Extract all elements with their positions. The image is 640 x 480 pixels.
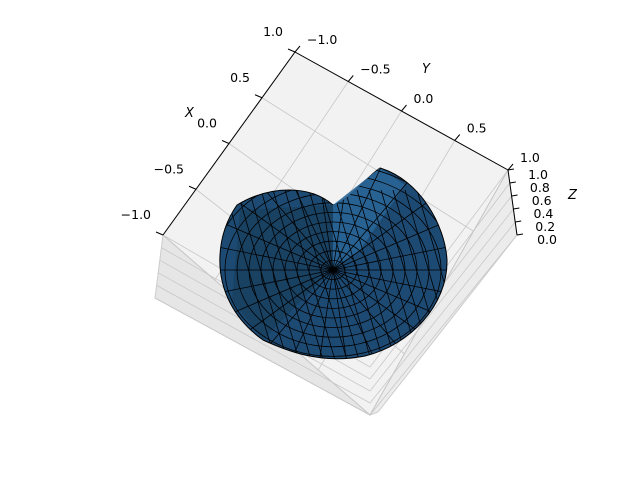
grid-line-z	[154, 297, 371, 416]
y-tick	[507, 163, 514, 171]
y-axis-label: Y	[422, 62, 431, 77]
mesh-edge	[368, 189, 420, 359]
y-tick-label: 1.0	[520, 150, 540, 165]
x-tick	[188, 185, 197, 190]
x-axis-label: X	[184, 106, 195, 121]
surface-inner-face	[333, 168, 405, 268]
z-tick-label: 0.6	[532, 193, 552, 208]
x-tick-label: −0.5	[154, 161, 184, 176]
z-tick	[513, 207, 520, 210]
z-tick	[511, 194, 518, 197]
y-tick	[401, 104, 407, 112]
y-tick	[294, 45, 301, 53]
mesh-edge	[248, 189, 300, 359]
mesh-edge	[356, 189, 408, 359]
x-tick	[221, 140, 230, 144]
mesh-edge	[241, 269, 334, 359]
x-tick	[155, 231, 164, 236]
mesh-edge	[332, 269, 353, 359]
y-tick-label: −0.5	[360, 62, 390, 77]
mesh-edge	[224, 189, 276, 359]
mesh-edge	[332, 168, 391, 271]
x-tick	[254, 94, 263, 99]
mesh-edge	[284, 189, 336, 359]
z-tick	[516, 233, 524, 236]
mesh-edge	[219, 269, 334, 331]
z-tick	[515, 220, 522, 223]
z-tick-label: 0.2	[535, 219, 555, 234]
mesh-edge	[332, 209, 448, 271]
z-tick	[509, 181, 516, 184]
mesh-ring	[272, 221, 394, 319]
x-tick-label: −1.0	[121, 207, 151, 222]
mesh-ring	[296, 240, 370, 300]
grid-line-x	[261, 97, 474, 232]
mesh-ring	[260, 211, 406, 328]
mesh-edge	[313, 168, 334, 271]
mesh-edge	[260, 189, 312, 359]
mesh-edge	[332, 269, 448, 302]
z-tick	[507, 168, 515, 171]
tick-labels: −1.0−0.50.00.51.0−1.0−0.50.00.51.00.00.2…	[121, 24, 557, 247]
z-tick-label: 0.0	[537, 232, 557, 247]
mesh-edge	[332, 269, 448, 331]
y-tick	[454, 134, 461, 141]
grid-line-z	[156, 285, 371, 404]
mesh-edge	[332, 269, 391, 359]
z-tick-label: 0.8	[530, 180, 550, 195]
mesh-ring	[308, 250, 358, 290]
mesh-edge	[332, 269, 425, 359]
mesh-edge	[219, 209, 334, 271]
mesh-edge	[344, 189, 396, 359]
mesh-edge	[332, 238, 448, 271]
y-tick-label: −1.0	[307, 32, 337, 47]
grid-line-z	[369, 221, 516, 404]
grid-line-z	[369, 234, 518, 416]
mesh-edge	[296, 189, 348, 359]
mesh-ring	[320, 259, 346, 280]
z-axis-label: Z	[567, 188, 578, 203]
mesh-edge	[275, 269, 334, 359]
grid-line-z	[369, 208, 514, 392]
x-tick	[287, 48, 296, 53]
mesh-edge	[320, 189, 372, 359]
mesh-edge	[272, 189, 324, 359]
mesh-edge	[313, 269, 334, 359]
mesh-edge	[236, 189, 288, 359]
z-tick-label: 0.4	[534, 206, 554, 221]
y-tick-label: 0.5	[467, 121, 487, 136]
y-tick	[347, 75, 354, 82]
y-tick-label: 0.0	[414, 91, 434, 106]
z-tick-label: 1.0	[528, 167, 548, 182]
mesh-edge	[416, 189, 448, 359]
tick-marks	[155, 45, 524, 236]
mesh-edge	[332, 189, 384, 359]
mesh-edge	[332, 168, 353, 271]
mesh-edge	[219, 269, 334, 302]
mesh-edge	[308, 189, 360, 359]
x-tick-label: 0.5	[230, 70, 250, 85]
surface-cut-face	[232, 205, 333, 340]
x-tick-label: 0.0	[197, 116, 217, 131]
x-tick-label: 1.0	[263, 24, 283, 39]
